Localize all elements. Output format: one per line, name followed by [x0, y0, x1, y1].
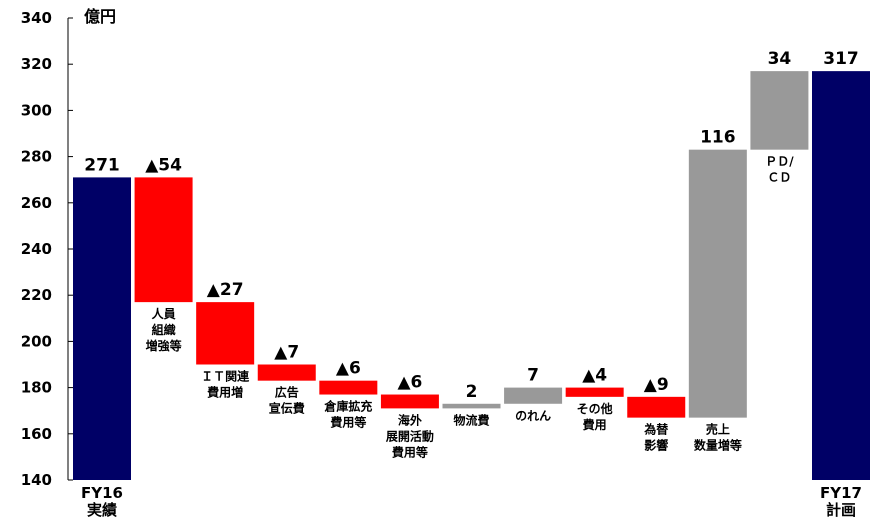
y-axis: 140 160 180 200 220 240 260 280 300 320 340 — [21, 9, 73, 489]
bar-decrease — [196, 302, 255, 365]
y-tick-label: 320 — [21, 55, 52, 73]
bar-category-label: 海外 — [398, 412, 422, 427]
bar-category-label: 人員 — [152, 306, 176, 321]
y-tick-label: 300 — [21, 101, 52, 119]
bar-category-label: 実績 — [87, 501, 117, 519]
bar-category-label: 売上 — [706, 422, 730, 437]
bar-category-label: 広告 — [275, 385, 299, 400]
y-tick-label: 140 — [21, 471, 52, 489]
bar-value-label: ▲6 — [336, 359, 361, 379]
bar-category-label: 費用 — [583, 417, 607, 432]
bar-total — [73, 177, 131, 480]
bar-decrease — [319, 380, 378, 395]
bar-value-label: ▲9 — [644, 375, 669, 395]
bar-value-label: 34 — [768, 49, 792, 69]
y-tick-label: 240 — [21, 240, 52, 258]
bar-category-label: 組織 — [152, 322, 176, 337]
bar-decrease — [134, 177, 193, 303]
bar-category-label: 増強等 — [146, 338, 182, 353]
bar-category-label: ＩＴ関連 — [201, 369, 250, 384]
y-tick-label: 200 — [21, 332, 52, 350]
bar-category-label: 展開活動 — [386, 428, 434, 443]
bar-category-label: その他 — [577, 401, 613, 416]
bar-decrease — [627, 396, 686, 418]
bar-decrease — [565, 387, 624, 397]
y-axis-unit-label: 億円 — [84, 7, 116, 26]
bar-value-label: ▲54 — [145, 155, 182, 175]
bar-value-label: 116 — [700, 128, 736, 148]
bar-increase — [504, 387, 563, 404]
bar-increase — [750, 71, 809, 150]
bar-increase — [442, 403, 501, 409]
bar-category-label: のれん — [515, 409, 551, 423]
bar-category-label: 費用等 — [330, 415, 366, 430]
bar-value-label: 271 — [84, 155, 120, 175]
bar-category-label: FY17 — [820, 484, 862, 502]
y-tick-label: 220 — [21, 286, 52, 304]
bar-category-label: 数量増等 — [694, 438, 742, 453]
bar-category-label: ＰＤ/ — [765, 155, 794, 169]
bar-value-label: ▲27 — [207, 280, 244, 300]
bar-category-label: 宣伝費 — [269, 401, 305, 416]
bar-category-label: 為替 — [644, 422, 669, 437]
y-tick-label: 280 — [21, 148, 52, 166]
y-tick-label: 340 — [21, 9, 52, 27]
y-tick-label: 180 — [21, 379, 52, 397]
bar-category-label: FY16 — [81, 484, 123, 502]
bar-value-label: 2 — [466, 382, 478, 402]
bar-value-label: 317 — [823, 49, 859, 69]
bar-value-label: ▲6 — [397, 373, 422, 393]
y-tick-label: 160 — [21, 425, 52, 443]
bar-category-label: 計画 — [826, 501, 856, 519]
bar-decrease — [257, 364, 316, 381]
bar-category-label: ＣＤ — [767, 171, 791, 185]
bar-category-label: 物流費 — [453, 412, 489, 427]
y-tick-label: 260 — [21, 194, 52, 212]
bar-value-label: ▲7 — [274, 343, 299, 363]
bar-category-label: 影響 — [644, 438, 668, 453]
bar-value-label: 7 — [527, 366, 539, 386]
bar-category-label: 倉庫拡充 — [323, 399, 372, 414]
bar-total — [812, 71, 870, 480]
bar-value-label: ▲4 — [582, 366, 607, 386]
bar-category-label: 費用増 — [207, 385, 243, 400]
bar-category-label: 費用等 — [392, 444, 428, 459]
bar-decrease — [380, 394, 439, 409]
bar-increase — [688, 149, 747, 418]
